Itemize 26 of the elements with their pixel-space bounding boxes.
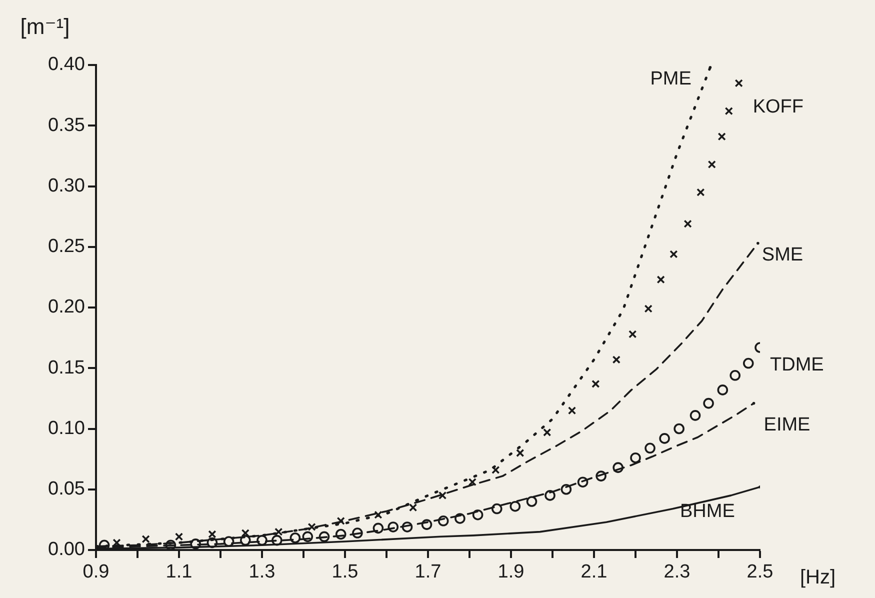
y-tick-label: 0.00	[48, 539, 85, 560]
x-tick-label: 1.3	[248, 562, 276, 583]
y-tick-label: 0.40	[48, 54, 85, 76]
y-tick-label: 0.05	[48, 478, 85, 500]
x-tick-label: 1.1	[166, 562, 192, 583]
y-tick-label: 0.30	[48, 175, 85, 196]
y-tick-label: 0.20	[48, 296, 85, 318]
series-label: KOFF	[752, 96, 804, 118]
y-tick-label: 0.15	[48, 357, 85, 378]
y-tick-label: 0.25	[48, 236, 85, 258]
series-label: SME	[762, 244, 804, 266]
series-label: EIME	[764, 414, 810, 436]
x-tick-label: 2.3	[664, 562, 690, 583]
x-axis-title: [Hz]	[800, 566, 836, 589]
x-tick-label: 0.9	[82, 562, 110, 583]
x-tick-label: 2.1	[580, 562, 608, 583]
x-tick-label: 1.7	[414, 562, 442, 583]
series-label: PME	[650, 68, 692, 90]
series-label: BHME	[680, 501, 735, 522]
y-tick-label: 0.35	[48, 114, 85, 136]
y-axis-title: [m⁻¹]	[20, 14, 70, 40]
y-tick-label: 0.10	[48, 418, 85, 439]
series-label: TDME	[770, 354, 824, 376]
x-tick-label: 2.5	[746, 562, 774, 583]
x-tick-label: 1.9	[498, 562, 524, 583]
x-tick-label: 1.5	[332, 562, 358, 583]
